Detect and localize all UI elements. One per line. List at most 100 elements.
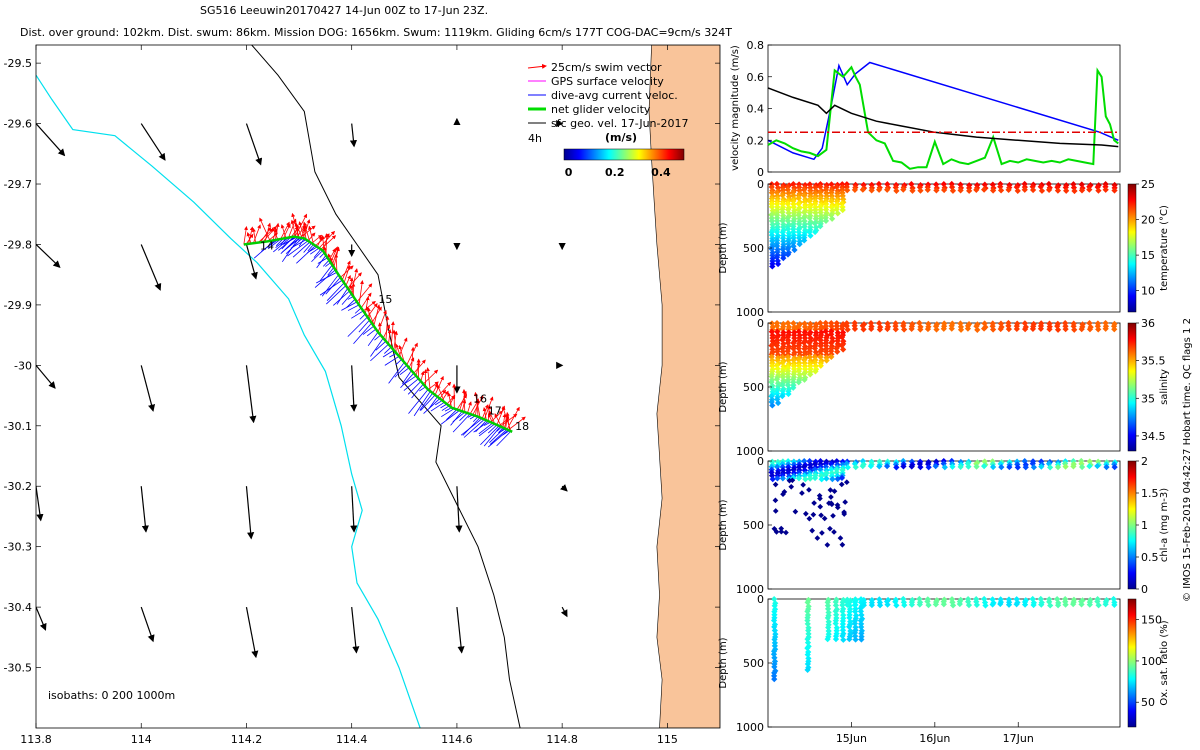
swim-vector: [373, 304, 381, 327]
swim-vector: [351, 268, 359, 294]
swim-vector: [303, 221, 311, 243]
legend-colorbar-ticks: 0 0.2 0.4: [565, 166, 671, 179]
isobath-1000m-line: [251, 45, 521, 728]
chla-sample-point: [838, 481, 845, 488]
chla-sample-point: [837, 535, 844, 541]
swim-vector: [356, 283, 373, 303]
dive-avg-current-vector: [336, 288, 349, 305]
chla-sample-point: [772, 508, 779, 514]
oxygen-sample-point: [1062, 601, 1069, 608]
chla-colorbar-tick-label: 2: [1141, 455, 1148, 468]
dive-avg-current-vector: [322, 259, 330, 267]
chla-sample-point: [773, 529, 780, 535]
chla-colorbar: [1127, 460, 1137, 590]
chla-colorbar-label: chl-a (mg m-3): [1159, 488, 1170, 562]
velocity-series: [767, 61, 1119, 170]
dive-avg-current-vector: [367, 331, 379, 347]
dive-avg-current-vector: [292, 241, 311, 258]
dive-avg-current-vector: [395, 359, 402, 366]
dive-avg-current-vector: [480, 425, 500, 446]
oxygen-sample-point: [1111, 601, 1118, 609]
swim-vector: [308, 225, 314, 245]
oxygen-sample-point: [925, 602, 932, 609]
oxygen-sample-point: [982, 602, 989, 609]
dive-avg-current-vector: [321, 274, 339, 297]
legend-colorbar-tick-label: 0.2: [605, 166, 625, 179]
oxygen-sample-point: [840, 636, 847, 643]
chla-sample-point: [990, 463, 997, 471]
dive-avg-current-vector: [307, 244, 314, 252]
dive-avg-current-vector: [401, 370, 412, 385]
chla-sample-point: [828, 494, 834, 500]
chla-colorbar-tick-label: 0: [1141, 583, 1148, 596]
date-tick-label: 15Jun: [836, 732, 867, 745]
temperature-sample-point: [933, 187, 940, 194]
swim-vector: [298, 221, 305, 239]
chla-sample-point: [800, 482, 806, 488]
legend-label-geo: sfc geo. vel. 17-Jun-2017: [551, 117, 688, 130]
swim-vector: [324, 233, 329, 256]
day-label: 18: [515, 420, 529, 433]
oxygen-plot-frame: [767, 598, 1121, 728]
dive-avg-current-vector: [420, 394, 436, 411]
salinity-sample-point: [775, 399, 782, 407]
chla-colorbar-tick-label: 1.5: [1141, 487, 1159, 500]
dive-avg-current-vector: [450, 411, 463, 426]
map-x-tick-label: 114.4: [336, 733, 368, 746]
dive-avg-current-vector: [319, 264, 333, 282]
chla-sample-point: [769, 476, 776, 483]
salinity-sample-point: [876, 326, 884, 333]
salinity-sample-point: [823, 357, 830, 364]
chla-sample-point: [817, 503, 824, 510]
dive-avg-current-vector: [440, 410, 460, 425]
chla-sample-point: [810, 511, 817, 518]
velocity-series-line: [767, 65, 1119, 170]
temperature-colorbar-tick-label: 25: [1141, 178, 1155, 191]
temperature-ylabel: Depth (m): [718, 222, 729, 273]
chla-sample-point: [826, 500, 832, 506]
map-y-tick-label: -29.7: [4, 178, 32, 191]
salinity-y-tick-label: 500: [743, 381, 764, 394]
temperature-sample-point: [1086, 186, 1093, 193]
map-x-tick-label: 113.8: [20, 733, 52, 746]
temperature-y-tick-label: 1000: [736, 306, 764, 319]
salinity-sample-point: [779, 393, 786, 400]
swim-vector: [501, 406, 512, 432]
swim-vector: [280, 224, 287, 239]
dive-avg-current-vector: [359, 313, 366, 320]
chla-sample-point: [788, 483, 795, 490]
temperature-sample-point: [1063, 187, 1070, 194]
oxygen-sample-point: [965, 602, 973, 609]
dive-avg-current-vector: [394, 364, 407, 378]
temperature-y-tick-label: 500: [743, 242, 764, 255]
salinity-sample-point: [1005, 325, 1012, 333]
geo-velocity-vector: [36, 606, 47, 631]
swim-vector: [502, 413, 507, 428]
legend-colorbar: [563, 148, 685, 161]
swim-vector: [275, 222, 280, 241]
oxygen-sample-point: [771, 675, 778, 683]
dive-avg-current-vector: [446, 409, 458, 421]
dive-avg-current-vector: [362, 325, 375, 335]
swim-vector: [272, 228, 278, 241]
salinity-sample-point: [840, 346, 847, 353]
oxygen-sample-point: [893, 602, 900, 609]
dive-avg-current-vector: [452, 413, 471, 433]
chla-sample-point: [803, 510, 809, 517]
salinity-sample-point: [901, 326, 908, 333]
chla-sample-point: [772, 497, 779, 504]
geo-velocity-vector: [351, 607, 360, 654]
dive-avg-current-vector: [400, 372, 415, 389]
dive-avg-current-vector: [413, 391, 431, 417]
swim-vector: [252, 224, 261, 244]
chla-sample-point: [772, 481, 779, 488]
oxygen-sample-point: [1070, 601, 1077, 608]
map-y-tick-label: -30.5: [4, 662, 32, 675]
swim-vector: [291, 212, 300, 238]
swim-vector: [473, 391, 481, 418]
oxygen-sample-point: [824, 636, 831, 643]
map-x-tick-label: 114.8: [546, 733, 578, 746]
oxygen-sample-point: [1054, 602, 1062, 609]
